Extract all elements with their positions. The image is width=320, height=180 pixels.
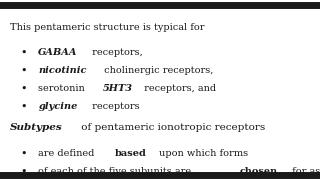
Text: Subtypes: Subtypes: [10, 123, 62, 132]
Text: 5HT3: 5HT3: [103, 84, 133, 93]
Text: nicotinic: nicotinic: [38, 66, 87, 75]
Text: are defined: are defined: [38, 148, 98, 158]
Text: receptors, and: receptors, and: [141, 84, 217, 93]
Text: •: •: [21, 48, 27, 58]
Text: •: •: [21, 66, 27, 76]
Text: This pentameric structure is typical for: This pentameric structure is typical for: [10, 22, 204, 32]
Text: serotonin: serotonin: [38, 84, 88, 93]
Text: based: based: [115, 148, 147, 158]
Text: •: •: [21, 84, 27, 94]
Text: receptors: receptors: [89, 102, 140, 111]
Text: •: •: [21, 102, 27, 112]
Text: for assembly: for assembly: [289, 166, 320, 176]
Text: GABAA: GABAA: [38, 48, 78, 57]
Text: upon which forms: upon which forms: [156, 148, 248, 158]
Text: receptors,: receptors,: [89, 48, 143, 57]
Text: •: •: [21, 148, 27, 159]
Text: •: •: [21, 166, 27, 177]
Text: of each of the five subunits are: of each of the five subunits are: [38, 166, 195, 176]
Text: of pentameric ionotropic receptors: of pentameric ionotropic receptors: [78, 123, 265, 132]
Text: glycine: glycine: [38, 102, 78, 111]
Text: cholinergic receptors,: cholinergic receptors,: [101, 66, 213, 75]
Text: chosen: chosen: [240, 166, 278, 176]
